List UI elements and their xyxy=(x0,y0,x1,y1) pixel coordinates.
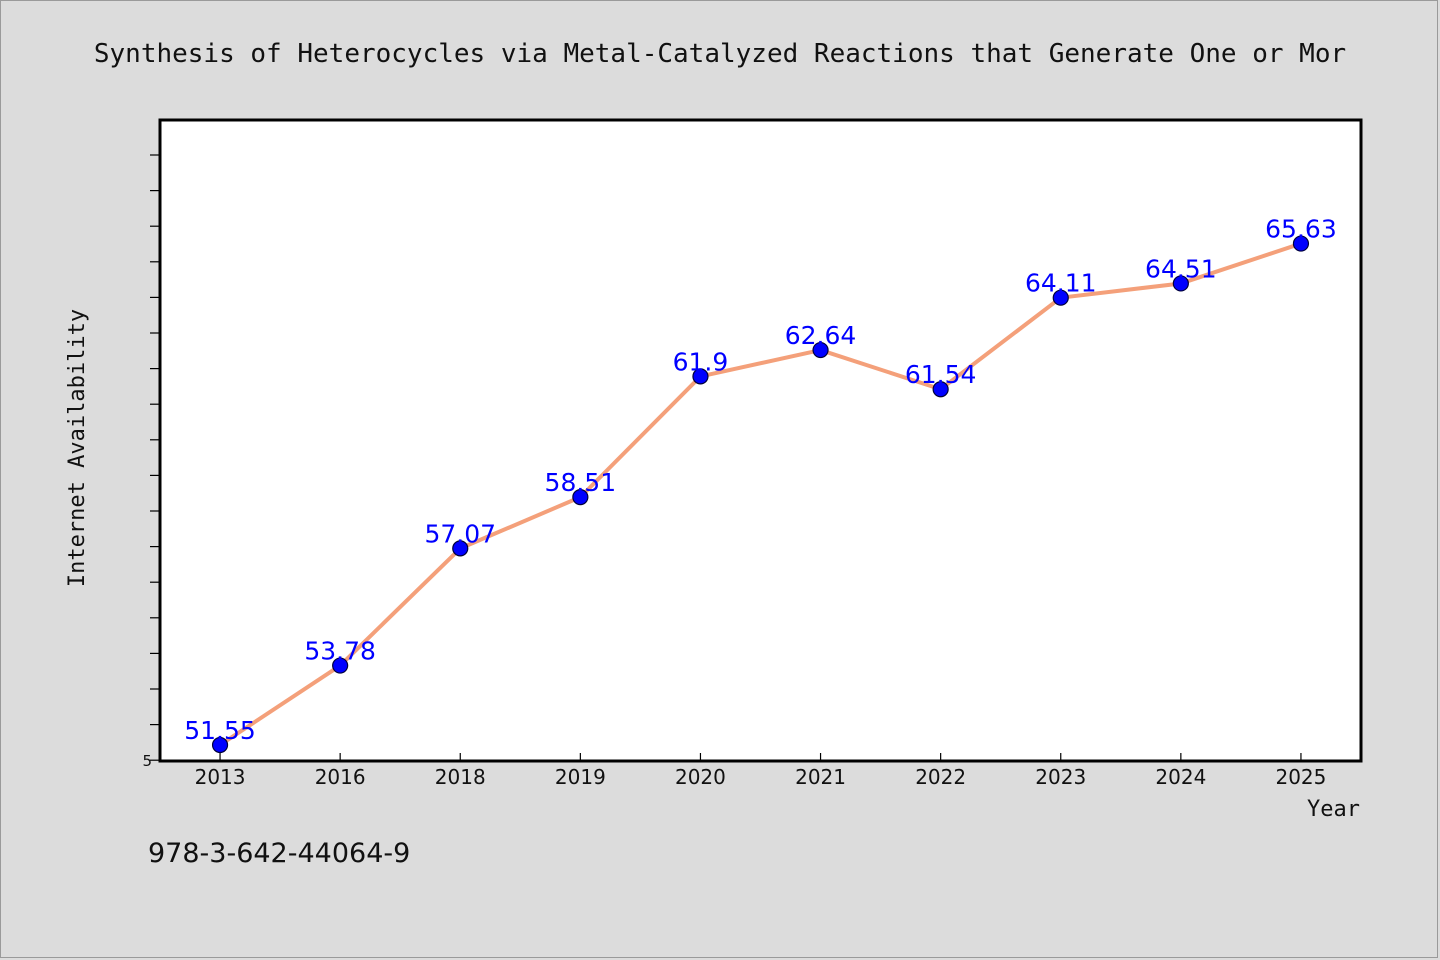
data-label: 61.54 xyxy=(905,360,977,389)
series-group: 51.55 53.78 57.07 58.51 61.9 62.64 61.54 64.11 6… xyxy=(184,215,1337,754)
x-tick-label: 2024 xyxy=(1155,765,1206,789)
x-tick-label: 2013 xyxy=(195,765,246,789)
x-tick-label: 2021 xyxy=(795,765,846,789)
data-label: 58.51 xyxy=(545,468,617,497)
x-axis: 2013 2016 2018 2019 2020 2021 2022 2023 2024 2025 xyxy=(195,753,1326,789)
data-point xyxy=(932,381,949,398)
data-point xyxy=(332,657,349,674)
x-axis-title: Year xyxy=(1307,797,1360,822)
data-point xyxy=(812,341,829,359)
x-tick-label: 2016 xyxy=(315,765,366,789)
y-tick-label: 5 xyxy=(142,752,152,770)
data-label: 64.51 xyxy=(1145,254,1217,283)
y-axis-ticks xyxy=(150,154,160,761)
x-tick-label: 2022 xyxy=(915,765,966,789)
x-tick-label: 2020 xyxy=(675,765,726,789)
data-label: 64.11 xyxy=(1025,269,1097,298)
data-point xyxy=(452,540,469,557)
data-label: 57.07 xyxy=(424,519,496,548)
x-tick-label: 2018 xyxy=(435,765,486,789)
data-label: 51.55 xyxy=(184,716,256,745)
data-label: 62.64 xyxy=(785,321,857,350)
data-point xyxy=(1172,275,1189,292)
chart-title: Synthesis of Heterocycles via Metal-Cata… xyxy=(94,39,1346,69)
data-label: 65.63 xyxy=(1265,215,1337,244)
data-label: 53.78 xyxy=(304,637,376,666)
data-point xyxy=(572,489,589,506)
footer-note: 978-3-642-44064-9 xyxy=(148,838,410,869)
x-tick-label: 2019 xyxy=(555,765,606,789)
x-tick-label: 2025 xyxy=(1275,765,1326,789)
data-point xyxy=(692,368,709,385)
data-point xyxy=(1292,235,1310,252)
series-line xyxy=(218,241,1302,747)
y-axis-title: Internet Availability xyxy=(65,309,90,587)
data-label: 61.9 xyxy=(673,347,729,376)
x-tick-label: 2023 xyxy=(1035,765,1086,789)
data-point xyxy=(1052,289,1069,306)
plot-area xyxy=(158,118,1363,763)
data-point xyxy=(211,736,229,754)
